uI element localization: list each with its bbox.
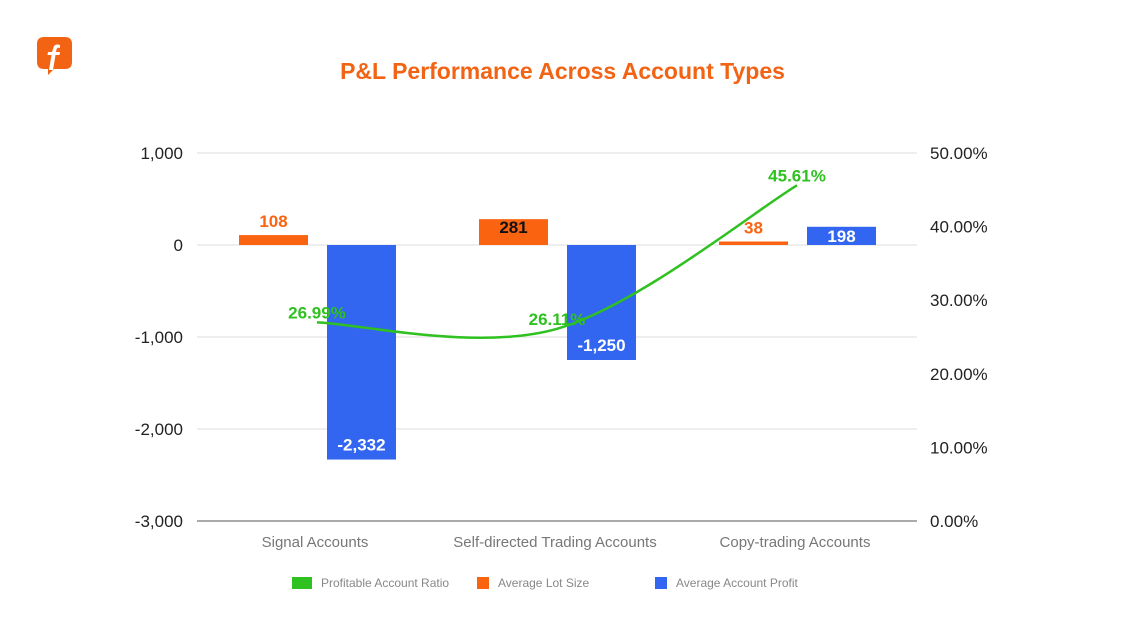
chart-title: P&L Performance Across Account Types (340, 58, 785, 84)
legend-item-average-account-profit: Average Account Profit (655, 576, 798, 590)
legend-item-profitable-account-ratio: Profitable Account Ratio (292, 576, 449, 590)
right-tick-label: 50.00% (930, 144, 988, 163)
line-profitable-account-ratio (316, 184, 798, 339)
data-label: 108 (259, 212, 287, 231)
brand-logo (37, 37, 72, 75)
data-label: -1,250 (577, 336, 625, 355)
legend-label: Average Account Profit (676, 576, 798, 590)
left-tick-label: -3,000 (135, 512, 183, 531)
line-data-label: 26.11% (529, 310, 586, 329)
data-label: -2,332 (337, 436, 385, 455)
left-tick-label: 0 (174, 236, 183, 255)
line-data-label: 26.99% (288, 303, 346, 322)
left-tick-label: -2,000 (135, 420, 183, 439)
left-tick-label: 1,000 (140, 144, 183, 163)
left-tick-label: -1,000 (135, 328, 183, 347)
category-label: Signal Accounts (262, 534, 369, 551)
bar-account-profit (567, 245, 636, 360)
legend-swatch (655, 577, 667, 589)
bar-lot-size (479, 219, 548, 245)
bar-lot-size (239, 235, 308, 245)
legend-item-average-lot-size: Average Lot Size (477, 576, 589, 590)
right-tick-label: 0.00% (930, 512, 978, 531)
data-label: 198 (827, 227, 855, 246)
legend-label: Average Lot Size (498, 576, 590, 590)
legend-swatch (477, 577, 489, 589)
right-tick-label: 40.00% (930, 218, 988, 237)
line-data-label: 45.61% (768, 166, 826, 185)
legend-swatch (292, 577, 312, 589)
bar-account-profit (807, 226, 876, 245)
legend-label: Profitable Account Ratio (321, 576, 450, 590)
bar-account-profit (327, 245, 396, 460)
bar-lot-size (719, 241, 788, 245)
category-label: Self-directed Trading Accounts (453, 534, 656, 551)
right-tick-label: 20.00% (930, 365, 988, 384)
data-label: 38 (744, 219, 763, 238)
right-tick-label: 10.00% (930, 438, 988, 457)
data-label: 281 (499, 218, 527, 237)
category-label: Copy-trading Accounts (720, 534, 871, 551)
right-tick-label: 30.00% (930, 291, 988, 310)
